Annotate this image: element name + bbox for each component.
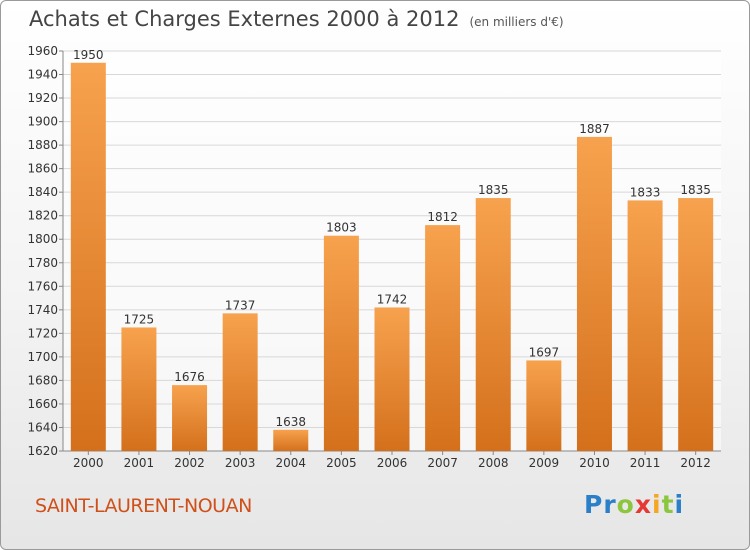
logo-letter: t bbox=[661, 490, 675, 519]
y-tick-label: 1860 bbox=[27, 162, 58, 176]
bar-value-label: 1725 bbox=[124, 312, 155, 326]
bar-value-label: 1803 bbox=[326, 221, 357, 235]
x-tick-label: 2004 bbox=[275, 456, 306, 470]
bar bbox=[526, 360, 562, 451]
x-tick-label: 2011 bbox=[630, 456, 661, 470]
bar-value-label: 1833 bbox=[630, 185, 661, 199]
bar-value-label: 1835 bbox=[478, 183, 509, 197]
y-tick-label: 1680 bbox=[27, 373, 58, 387]
chart-title-text: Achats et Charges Externes 2000 à 2012 bbox=[29, 7, 460, 31]
y-tick-label: 1920 bbox=[27, 91, 58, 105]
bar-value-label: 1676 bbox=[174, 370, 205, 384]
bar bbox=[678, 198, 714, 451]
x-tick-label: 2012 bbox=[680, 456, 711, 470]
x-tick-label: 2002 bbox=[174, 456, 205, 470]
y-tick-label: 1660 bbox=[27, 397, 58, 411]
bar-value-label: 1812 bbox=[427, 210, 458, 224]
bar bbox=[222, 313, 258, 451]
bar bbox=[374, 307, 410, 451]
x-tick-label: 2006 bbox=[377, 456, 408, 470]
bar bbox=[425, 225, 461, 451]
bar-value-label: 1697 bbox=[529, 345, 560, 359]
y-tick-label: 1960 bbox=[27, 44, 58, 58]
logo-letter: i bbox=[652, 490, 662, 519]
bar-value-label: 1742 bbox=[377, 292, 408, 306]
bar-value-label: 1950 bbox=[73, 48, 104, 62]
x-tick-label: 2008 bbox=[478, 456, 509, 470]
y-tick-label: 1900 bbox=[27, 115, 58, 129]
logo-letter: P bbox=[584, 490, 604, 519]
y-tick-label: 1620 bbox=[27, 444, 58, 458]
bar bbox=[323, 235, 359, 451]
y-tick-label: 1740 bbox=[27, 303, 58, 317]
bar-value-label: 1887 bbox=[579, 122, 610, 136]
x-tick-label: 2007 bbox=[427, 456, 458, 470]
y-tick-label: 1720 bbox=[27, 326, 58, 340]
y-tick-label: 1800 bbox=[27, 232, 58, 246]
bar bbox=[70, 62, 106, 451]
x-tick-label: 2000 bbox=[73, 456, 104, 470]
bar bbox=[121, 327, 157, 451]
x-tick-label: 2001 bbox=[124, 456, 155, 470]
bar-value-label: 1737 bbox=[225, 298, 256, 312]
chart-unit: (en milliers d'€) bbox=[469, 15, 564, 29]
x-tick-label: 2005 bbox=[326, 456, 357, 470]
bar bbox=[627, 200, 663, 451]
x-tick-label: 2003 bbox=[225, 456, 256, 470]
bar-value-label: 1835 bbox=[680, 183, 711, 197]
y-tick-label: 1840 bbox=[27, 185, 58, 199]
y-tick-label: 1880 bbox=[27, 138, 58, 152]
commune-name: SAINT-LAURENT-NOUAN bbox=[35, 495, 252, 517]
logo-letter: i bbox=[674, 490, 685, 519]
logo-letter: x bbox=[634, 490, 652, 519]
y-tick-label: 1760 bbox=[27, 279, 58, 293]
x-tick-label: 2010 bbox=[579, 456, 610, 470]
y-tick-label: 1700 bbox=[27, 350, 58, 364]
logo-letter: r bbox=[603, 490, 617, 519]
y-tick-label: 1780 bbox=[27, 256, 58, 270]
bar bbox=[273, 429, 309, 451]
bar bbox=[475, 198, 511, 451]
logo-letter: o bbox=[616, 490, 635, 519]
bar bbox=[172, 385, 208, 451]
proxiti-logo: Proxiti bbox=[584, 490, 684, 519]
bar bbox=[576, 136, 612, 451]
y-tick-label: 1640 bbox=[27, 420, 58, 434]
y-tick-label: 1940 bbox=[27, 68, 58, 82]
bar-value-label: 1638 bbox=[275, 415, 306, 429]
chart-title: Achats et Charges Externes 2000 à 2012 (e… bbox=[29, 7, 564, 31]
x-tick-label: 2009 bbox=[529, 456, 560, 470]
y-tick-label: 1820 bbox=[27, 209, 58, 223]
